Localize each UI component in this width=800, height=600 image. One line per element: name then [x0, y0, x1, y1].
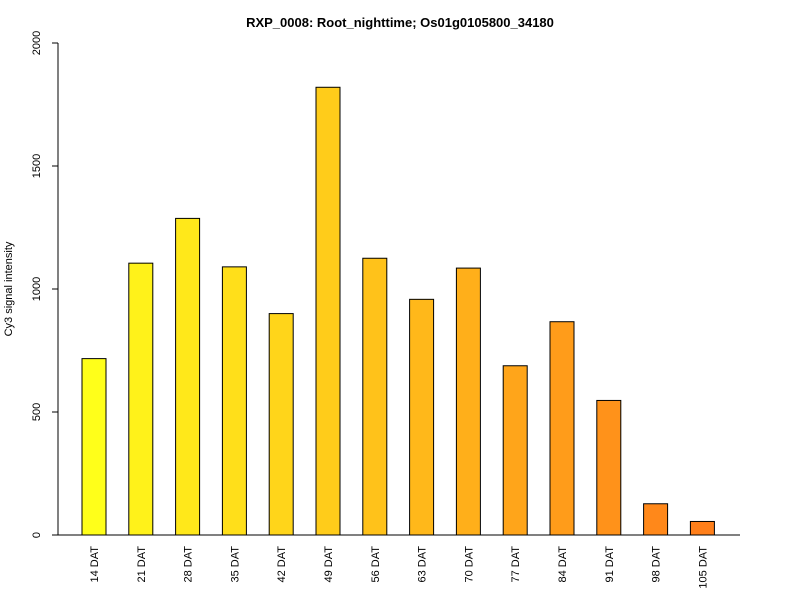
y-axis-label: Cy3 signal intensity [3, 241, 15, 336]
x-tick-label: 56 DAT [370, 546, 382, 583]
chart-title: RXP_0008: Root_nighttime; Os01g0105800_3… [246, 15, 554, 30]
bar [502, 365, 528, 536]
bar [409, 298, 435, 536]
x-tick-label: 49 DAT [323, 546, 335, 583]
y-tick-label: 1500 [31, 154, 43, 178]
bar [315, 86, 341, 536]
x-tick-label: 70 DAT [463, 546, 475, 583]
y-tick-label: 0 [31, 532, 43, 538]
bar [455, 267, 481, 536]
bar [81, 358, 107, 536]
x-tick-label: 91 DAT [604, 546, 616, 583]
x-tick-label: 77 DAT [510, 546, 522, 583]
x-tick-label: 84 DAT [557, 546, 569, 583]
y-tick-label: 1000 [31, 277, 43, 301]
x-tick-label: 35 DAT [229, 546, 241, 583]
bar [362, 257, 388, 536]
bar [268, 313, 294, 536]
x-tick-label: 42 DAT [276, 546, 288, 583]
x-tick-label: 63 DAT [417, 546, 429, 583]
x-axis-labels: 14 DAT 21 DAT 28 DAT 35 DAT 42 DAT 49 DAT 56 D… [89, 546, 709, 589]
bar [689, 520, 715, 536]
y-tick-label: 2000 [31, 31, 43, 55]
x-tick-label: 105 DAT [697, 546, 709, 589]
bars [81, 86, 715, 536]
x-tick-label: 21 DAT [136, 546, 148, 583]
y-tick-label: 500 [31, 403, 43, 421]
bar [643, 503, 669, 536]
bar [549, 321, 575, 536]
y-axis: 0 500 1000 1500 2000 [31, 31, 59, 538]
bar [175, 217, 201, 536]
bar [128, 262, 154, 536]
x-tick-label: 28 DAT [183, 546, 195, 583]
bar [596, 399, 622, 536]
x-tick-label: 98 DAT [651, 546, 663, 583]
bar [221, 266, 247, 536]
x-tick-label: 14 DAT [89, 546, 101, 583]
